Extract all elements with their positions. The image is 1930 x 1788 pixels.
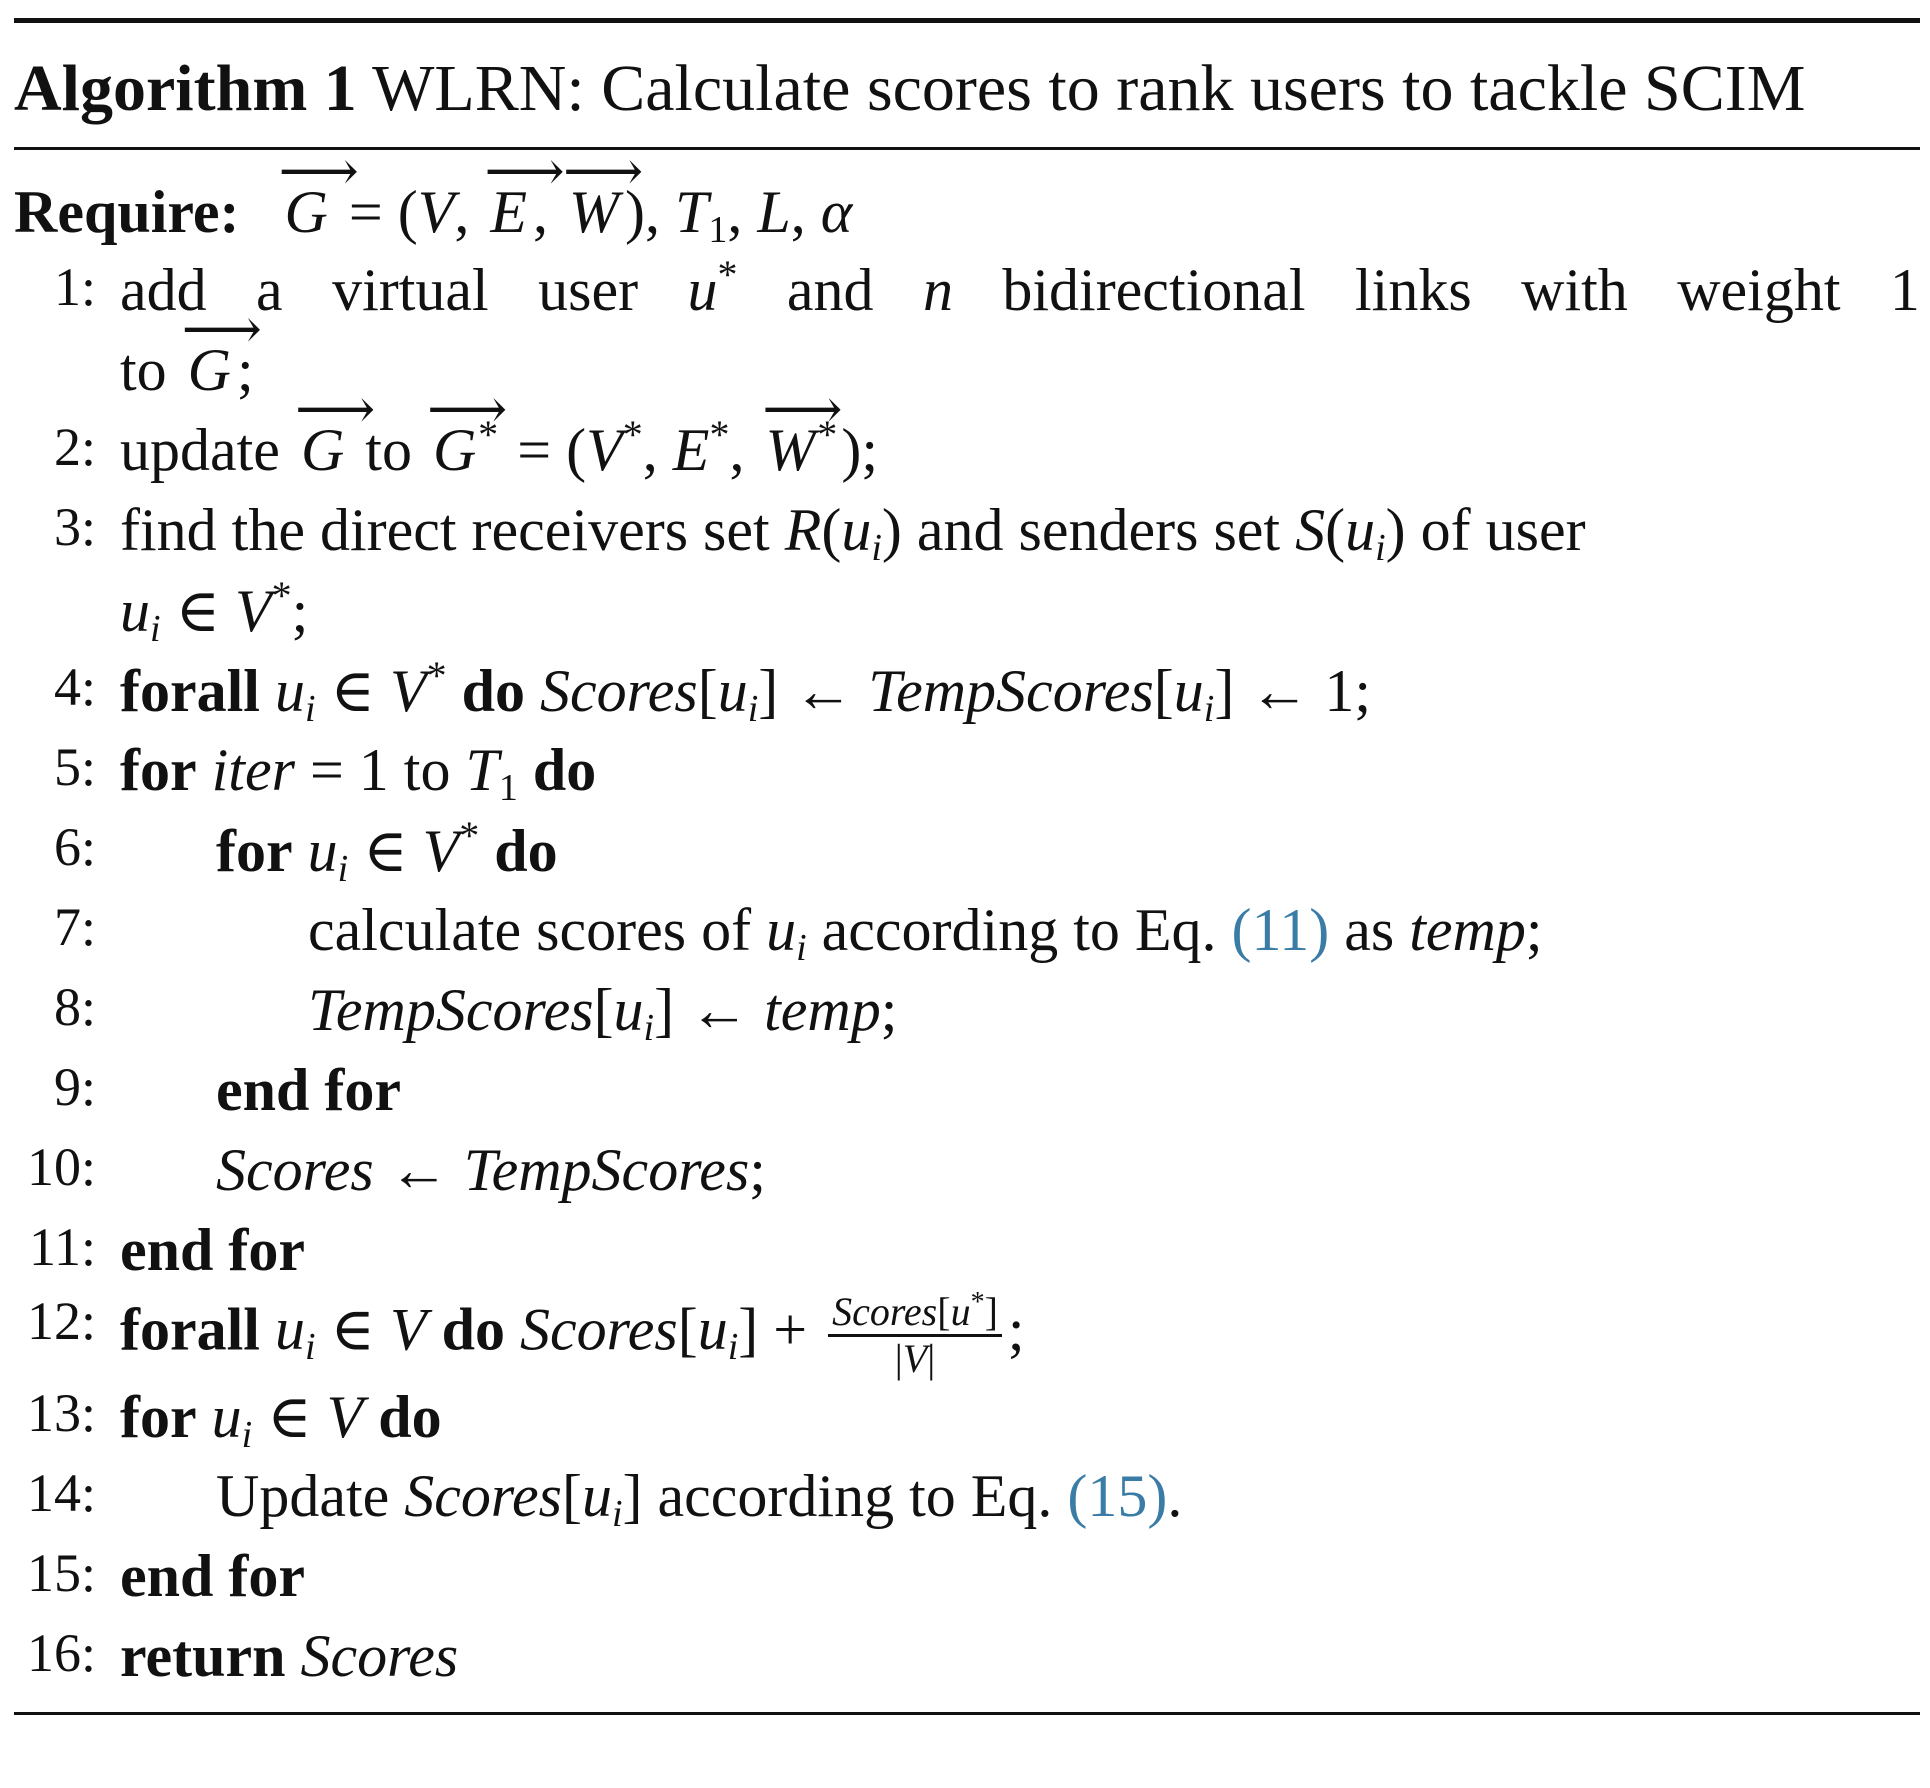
algorithm-caption: Algorithm 1 WLRN: Calculate scores to ra… [14, 23, 1920, 147]
algorithm-title: WLRN: Calculate scores to rank users to … [372, 52, 1806, 125]
line-number: 3: [53, 497, 96, 557]
line-number: 7: [53, 897, 96, 957]
line-number: 4: [53, 657, 96, 717]
line-number: 16: [26, 1623, 96, 1683]
line-number: 10: [26, 1137, 96, 1197]
eq-11-link[interactable]: (11) [1231, 897, 1330, 963]
eq-15-link[interactable]: (15) [1067, 1463, 1168, 1529]
line-number: 15: [26, 1543, 96, 1603]
line-number: 2: [53, 417, 96, 477]
require-line: Require: ⟶ G = (V, ⟶ E, ⟶ W), T1, L, α [14, 141, 853, 251]
line-number: 14: [26, 1463, 96, 1523]
fraction: Scores[u*] |V| [828, 1289, 1002, 1381]
line-number: 5: [53, 737, 96, 797]
algorithm-label: Algorithm 1 [14, 52, 357, 125]
line-number: 11: [29, 1217, 96, 1277]
line-number: 8: [53, 977, 96, 1037]
line-number: 6: [53, 817, 96, 877]
algorithm-block: Algorithm 1 WLRN: Calculate scores to ra… [14, 18, 1920, 1788]
line-number: 12: [26, 1291, 96, 1351]
line-number: 9: [53, 1057, 96, 1117]
line-number: 1: [53, 257, 96, 317]
top-rule [14, 18, 1920, 23]
caption-rule [14, 147, 1920, 150]
require-label: Require: [14, 179, 240, 245]
line-number: 13: [26, 1383, 96, 1443]
bottom-rule [14, 1712, 1920, 1715]
algorithm-body: Require: ⟶ G = (V, ⟶ E, ⟶ W), T1, L, α 1: a… [14, 141, 1920, 1788]
